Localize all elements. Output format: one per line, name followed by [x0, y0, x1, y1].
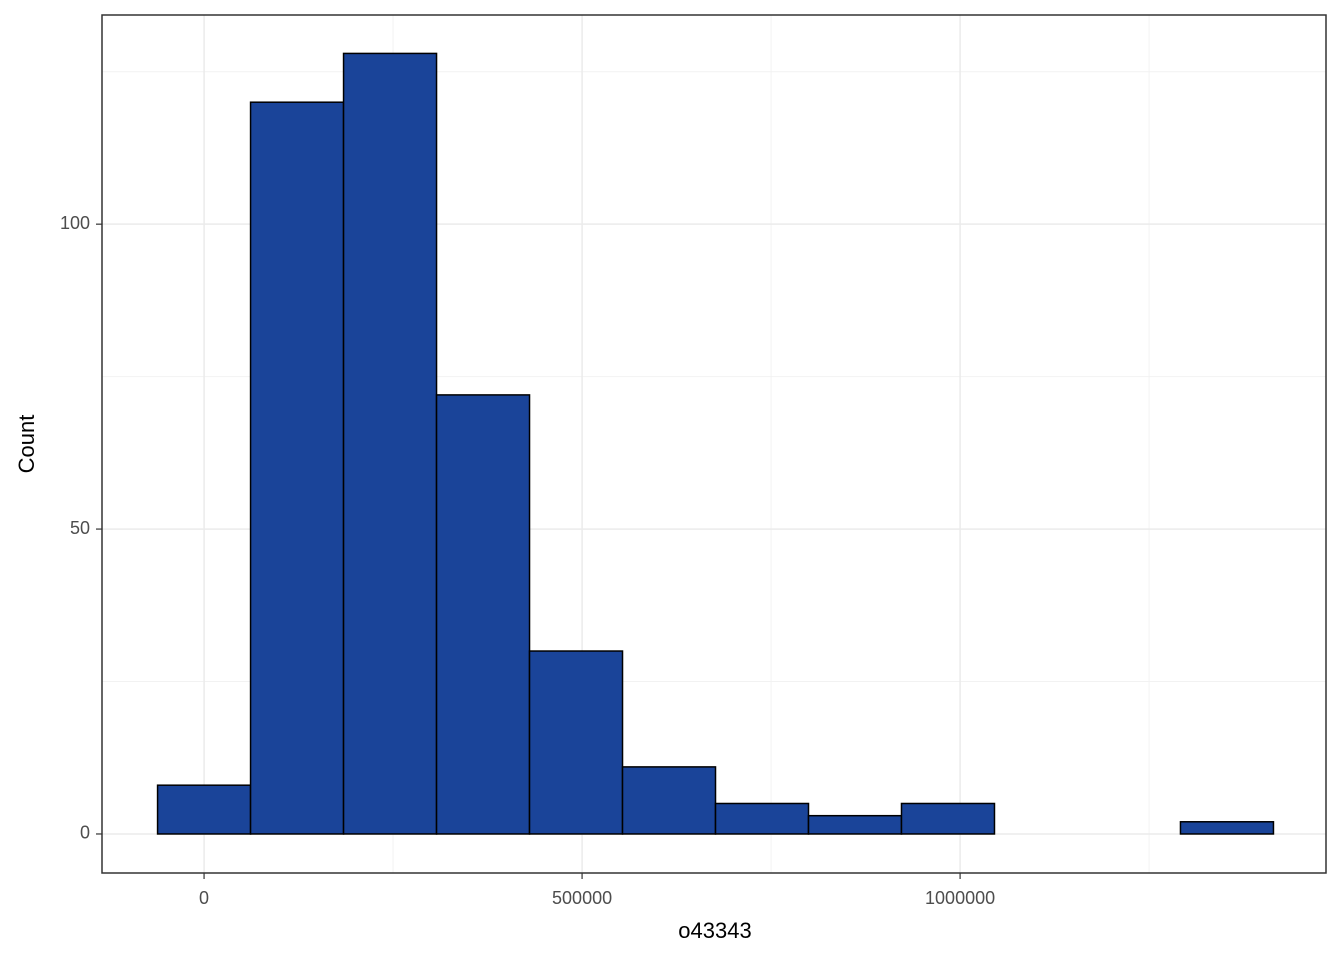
y-axis-title: Count [14, 415, 39, 474]
bar [156, 784, 252, 835]
bar [807, 814, 903, 835]
x-tick-label: 500000 [552, 888, 612, 908]
bar [342, 52, 438, 835]
bar [900, 802, 996, 835]
bar [1179, 821, 1275, 835]
bar [714, 802, 810, 835]
x-tick-label: 1000000 [925, 888, 995, 908]
bar [435, 394, 531, 835]
x-tick-label: 0 [199, 888, 209, 908]
y-tick-label: 100 [60, 213, 90, 233]
x-axis-title: o43343 [678, 918, 751, 943]
bar [621, 766, 717, 835]
panel-border [101, 14, 1327, 874]
y-tick-label: 0 [80, 823, 90, 843]
y-tick-label: 50 [70, 518, 90, 538]
bar [528, 650, 624, 835]
bar [249, 101, 345, 835]
